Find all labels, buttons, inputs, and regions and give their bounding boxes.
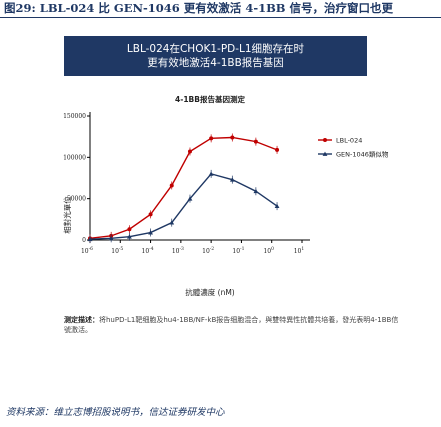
chart-legend: LBL-024 GEN-1046類似物 — [318, 137, 389, 159]
chart-title: 4-1BB报告基因测定 — [175, 94, 245, 104]
x-tick-label: 10-4 — [142, 246, 154, 255]
x-tick-label: 10-6 — [81, 246, 93, 255]
legend-marker — [323, 138, 327, 142]
y-tick-label: 0 — [82, 237, 86, 244]
legend-marker — [322, 151, 328, 156]
series-line-1 — [89, 136, 278, 240]
line-chart: 4-1BB报告基因测定 0 50000 100000 150000 10-6 10-5 10… — [62, 94, 389, 297]
x-tick-label: 10-2 — [202, 246, 214, 255]
x-tick-label: 10-5 — [111, 246, 123, 255]
x-tick-label: 101 — [294, 246, 305, 255]
x-tick-label: 100 — [263, 246, 274, 255]
legend-label-2: GEN-1046類似物 — [336, 150, 389, 159]
y-tick-label: 50000 — [67, 196, 86, 203]
x-axis-label: 抗體濃度 (nM) — [185, 287, 235, 297]
banner-line-1: LBL-024在CHOK1-PD-L1细胞存在时 — [126, 43, 305, 55]
caption-text: 将huPD-L1靶细胞及hu4-1BB/NF-kB报告细胞混合，與雙特異性抗體共… — [64, 316, 399, 334]
title-rule — [0, 17, 441, 18]
x-tick-label: 10-1 — [232, 246, 244, 255]
chart-axes: 0 50000 100000 150000 10-6 10-5 10-4 10-3 10-2 10… — [63, 112, 310, 255]
source-note: 资料来源：维立志博招股说明书，信达证券研发中心 — [6, 407, 225, 418]
series-line-2 — [89, 173, 278, 240]
y-tick-label: 150000 — [63, 113, 86, 120]
legend-label-1: LBL-024 — [336, 137, 362, 145]
caption-label: 测定描述： — [64, 316, 99, 324]
banner-line-2: 更有效地激活4-1BB报告基因 — [147, 57, 284, 69]
figure-title: 图29: LBL-024 比 GEN-1046 更有效激活 4-1BB 信号，治… — [4, 1, 394, 15]
y-tick-label: 100000 — [63, 154, 86, 161]
x-tick-label: 10-3 — [172, 246, 184, 255]
chart-banner: LBL-024在CHOK1-PD-L1细胞存在时 更有效地激活4-1BB报告基因 — [64, 36, 367, 76]
caption: 测定描述：将huPD-L1靶细胞及hu4-1BB/NF-kB报告细胞混合，與雙特… — [64, 316, 404, 335]
y-axis-label: 相對光單位 — [62, 196, 72, 234]
series-layer — [87, 133, 280, 244]
